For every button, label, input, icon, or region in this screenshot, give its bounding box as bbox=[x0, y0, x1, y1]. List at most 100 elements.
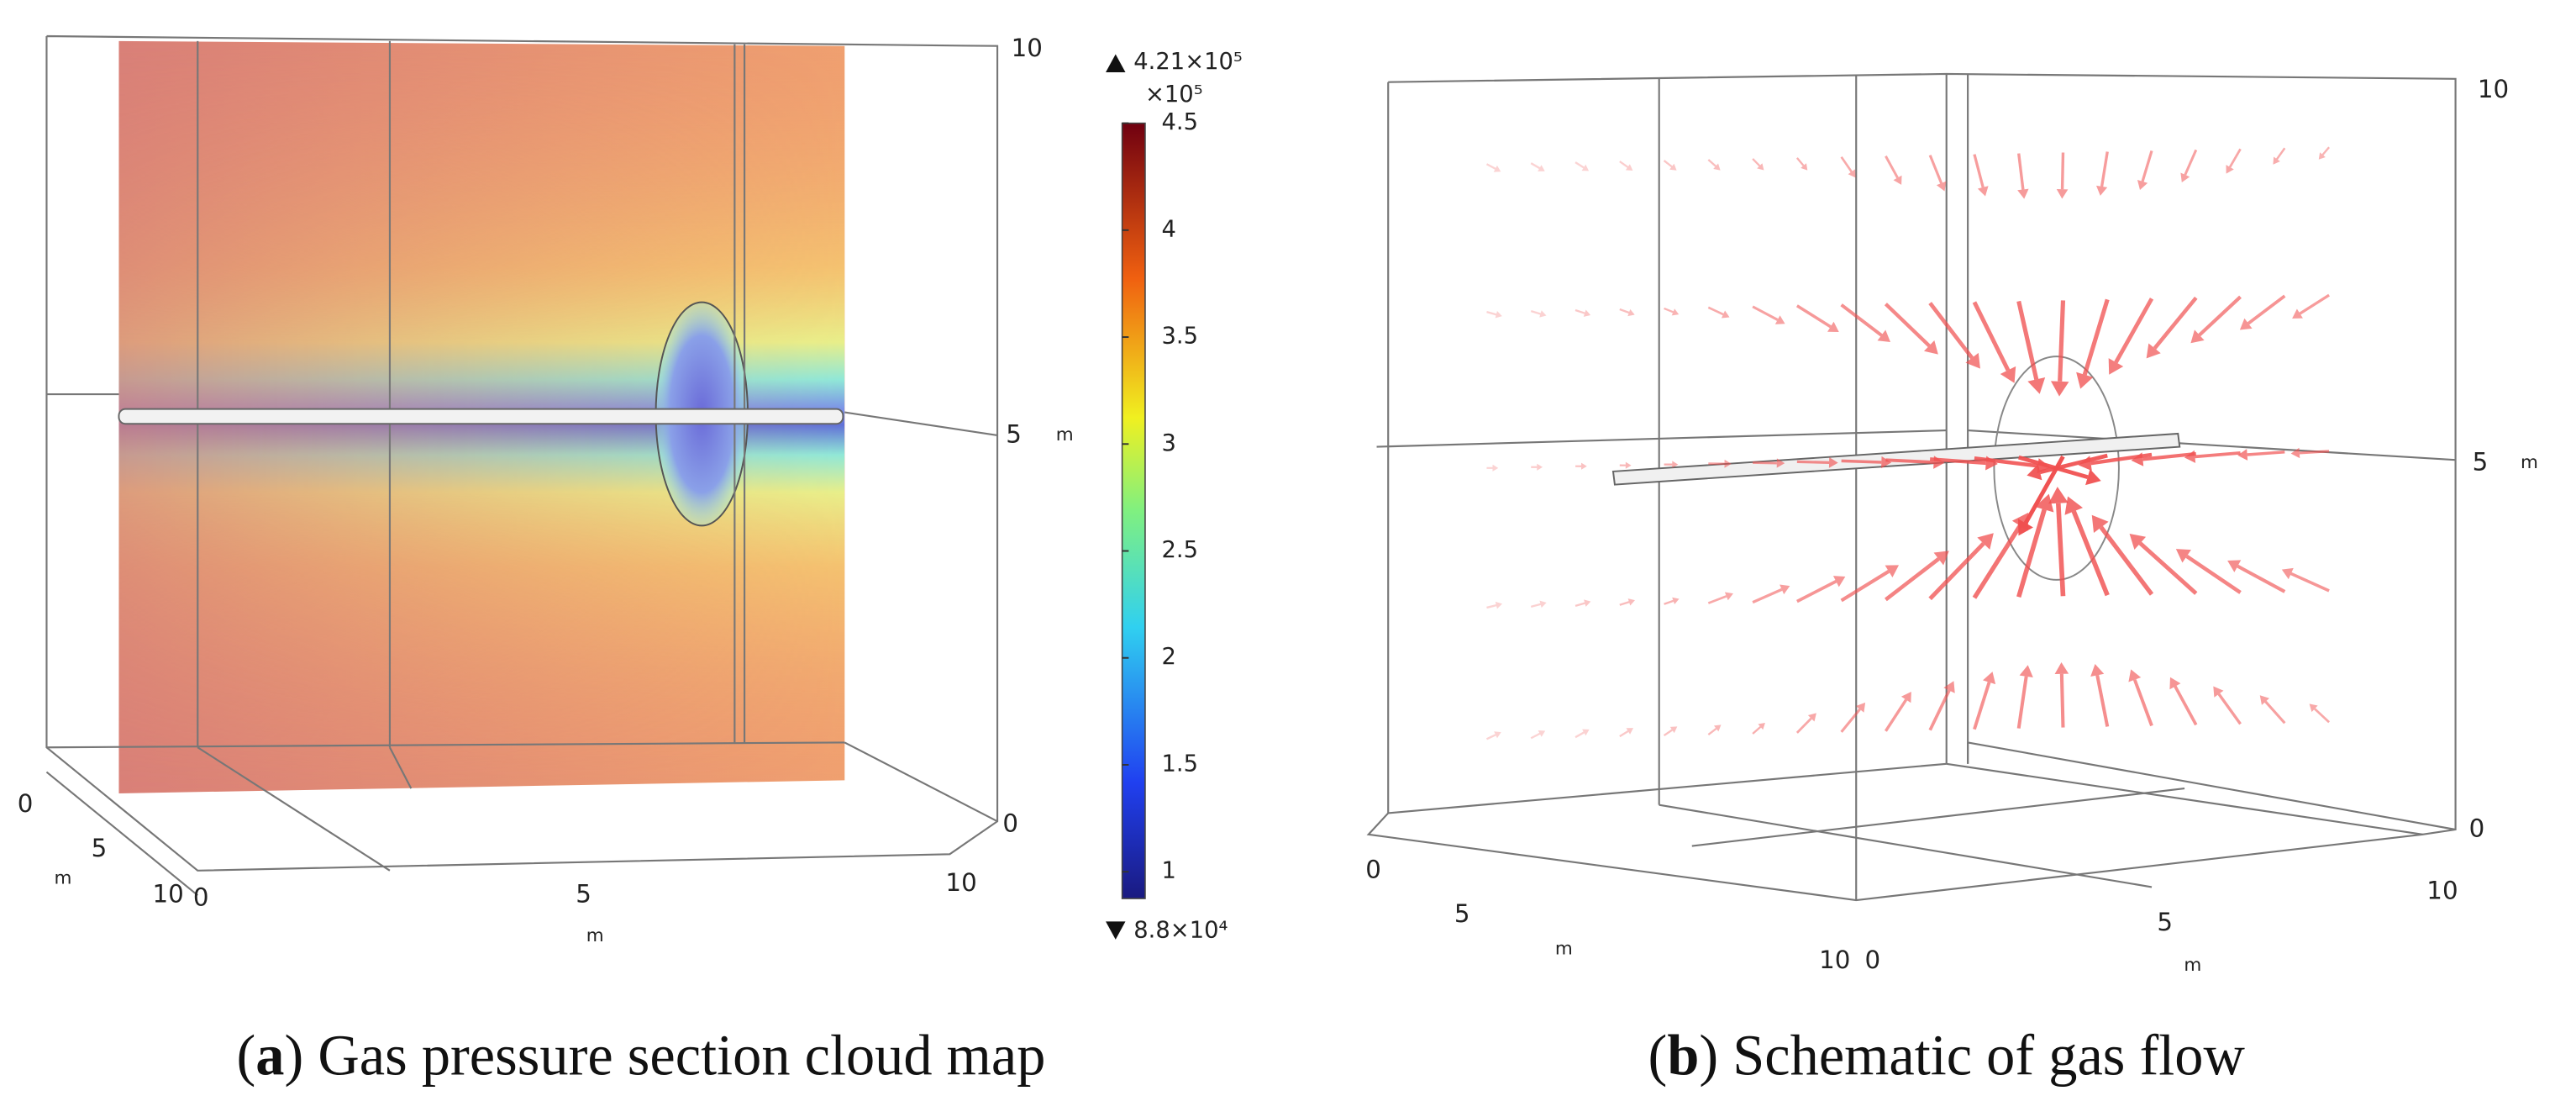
caption-text: ) Gas pressure section cloud map bbox=[284, 1023, 1045, 1087]
flow-arrow-head bbox=[2085, 469, 2101, 486]
flow-arrow bbox=[1885, 557, 1940, 602]
flow-arrow-head bbox=[2027, 464, 2042, 481]
flow-arrow-head bbox=[1581, 164, 1590, 171]
flow-arrow-head bbox=[2054, 662, 2069, 675]
flow-arrow bbox=[2017, 153, 2025, 190]
flow-arrow-head bbox=[2091, 514, 2109, 534]
flow-arrow bbox=[1707, 595, 1727, 604]
flow-arrow bbox=[1486, 604, 1497, 609]
flow-arrow-head bbox=[1672, 461, 1679, 468]
flow-arrow bbox=[1841, 459, 1882, 464]
colorbar-tick-label: 3 bbox=[1162, 430, 1176, 456]
flow-arrow bbox=[2141, 150, 2153, 182]
flow-arrow-head bbox=[2108, 358, 2124, 375]
flow-arrow-head bbox=[1774, 315, 1785, 324]
axis-unit: m bbox=[2521, 452, 2538, 473]
flow-arrow bbox=[1619, 161, 1629, 168]
flow-arrow bbox=[2217, 693, 2242, 725]
flow-arrow bbox=[1840, 570, 1890, 603]
flow-arrow bbox=[1884, 303, 1931, 347]
flow-arrow bbox=[2264, 700, 2286, 724]
flow-arrow-head bbox=[2180, 172, 2190, 183]
axis-unit: m bbox=[2184, 955, 2201, 976]
flow-arrow-head bbox=[1855, 702, 1866, 713]
flow-arrow-head bbox=[1625, 164, 1633, 171]
flow-arrow-head bbox=[1885, 565, 1900, 578]
colorbar-max: 4.21×10⁵ bbox=[1133, 49, 1243, 75]
flow-arrow-head bbox=[1539, 310, 1547, 318]
flow-arrow bbox=[2132, 679, 2153, 727]
flow-arrow-head bbox=[2056, 189, 2069, 199]
flow-arrow-head bbox=[2050, 381, 2069, 397]
flow-arrow bbox=[1619, 308, 1630, 314]
min-marker bbox=[1106, 921, 1126, 940]
flow-arrow bbox=[1928, 689, 1951, 731]
flow-arrow bbox=[1795, 717, 1812, 734]
flow-arrow bbox=[1795, 157, 1805, 166]
flow-arrow-head bbox=[1713, 163, 1721, 171]
flow-arrow-head bbox=[1801, 163, 1808, 171]
flow-arrow-head bbox=[1539, 600, 1547, 609]
flow-arrow bbox=[2142, 451, 2196, 461]
flow-arrow-head bbox=[2290, 447, 2300, 459]
flow-arrow bbox=[2114, 298, 2154, 364]
flow-arrow bbox=[1753, 461, 1777, 465]
flow-arrow-head bbox=[2048, 487, 2069, 504]
flow-arrow bbox=[2247, 450, 2285, 456]
flow-arrow-head bbox=[2169, 677, 2181, 690]
colorbar-tick-label: 4 bbox=[1162, 216, 1176, 242]
flow-arrow bbox=[1840, 303, 1883, 337]
flow-arrow bbox=[1796, 580, 1837, 603]
flow-arrow-head bbox=[2146, 343, 2161, 359]
panel-a: 4.21×10⁵ ×10⁵ 8.8×10⁴ (a) Gas pressure s… bbox=[18, 34, 1243, 1087]
flow-arrow bbox=[1885, 155, 1899, 179]
flow-arrow-head bbox=[1977, 186, 1989, 197]
flow-arrow-head bbox=[2190, 329, 2205, 344]
flow-arrow bbox=[1885, 458, 1934, 464]
axis-tick-label: 5 bbox=[576, 880, 591, 909]
flow-arrow-head bbox=[2137, 180, 2148, 191]
flow-arrow bbox=[1663, 160, 1673, 168]
flow-arrow-head bbox=[2259, 695, 2270, 705]
flow-arrow bbox=[2099, 525, 2154, 596]
caption-label: b bbox=[1667, 1023, 1699, 1087]
flow-arrow-head bbox=[2318, 152, 2326, 160]
flow-arrow bbox=[1752, 725, 1762, 735]
axis-tick-label: 0 bbox=[193, 883, 209, 912]
flow-arrow-head bbox=[1757, 163, 1764, 171]
flow-arrow bbox=[2276, 147, 2286, 161]
flow-arrow bbox=[2174, 685, 2198, 726]
flow-arrow bbox=[1530, 309, 1541, 315]
axis-tick-label: 10 bbox=[2426, 877, 2458, 905]
axis-tick-label: 10 bbox=[2478, 75, 2509, 103]
colorbar-tick-label: 4.5 bbox=[1162, 109, 1199, 135]
flow-arrow-head bbox=[1495, 601, 1502, 609]
flow-arrow bbox=[1575, 731, 1585, 739]
flow-arrow bbox=[1485, 163, 1496, 170]
flow-arrow-head bbox=[2226, 165, 2234, 174]
flow-arrow bbox=[1707, 159, 1716, 167]
axis-tick-label: 10 bbox=[152, 880, 183, 909]
flow-arrow-head bbox=[1582, 729, 1590, 736]
flow-arrow-head bbox=[2078, 456, 2092, 472]
axis-tick-label: 10 bbox=[1819, 946, 1850, 974]
flow-arrow-head bbox=[1669, 726, 1678, 734]
flow-arrow bbox=[2247, 294, 2286, 325]
flow-arrow bbox=[2039, 453, 2108, 475]
flow-arrow bbox=[2153, 296, 2198, 350]
flow-arrow bbox=[1530, 162, 1540, 170]
colorbar-tick-label: 1 bbox=[1162, 858, 1176, 884]
flow-arrow bbox=[1930, 457, 1986, 466]
flow-arrow bbox=[2100, 151, 2109, 187]
axis-unit: m bbox=[1555, 939, 1573, 960]
flow-arrow-head bbox=[1538, 730, 1546, 737]
flow-arrow bbox=[1973, 154, 1985, 188]
flow-arrow-head bbox=[1724, 459, 1732, 468]
flow-arrow bbox=[2228, 148, 2242, 168]
flow-arrow-head bbox=[1583, 309, 1591, 317]
flow-arrow bbox=[1575, 308, 1585, 314]
flow-arrow bbox=[1928, 541, 1985, 601]
axis-tick-label: 5 bbox=[2473, 448, 2489, 477]
flow-arrow-head bbox=[1713, 724, 1722, 732]
flow-arrow-head bbox=[1626, 728, 1634, 735]
